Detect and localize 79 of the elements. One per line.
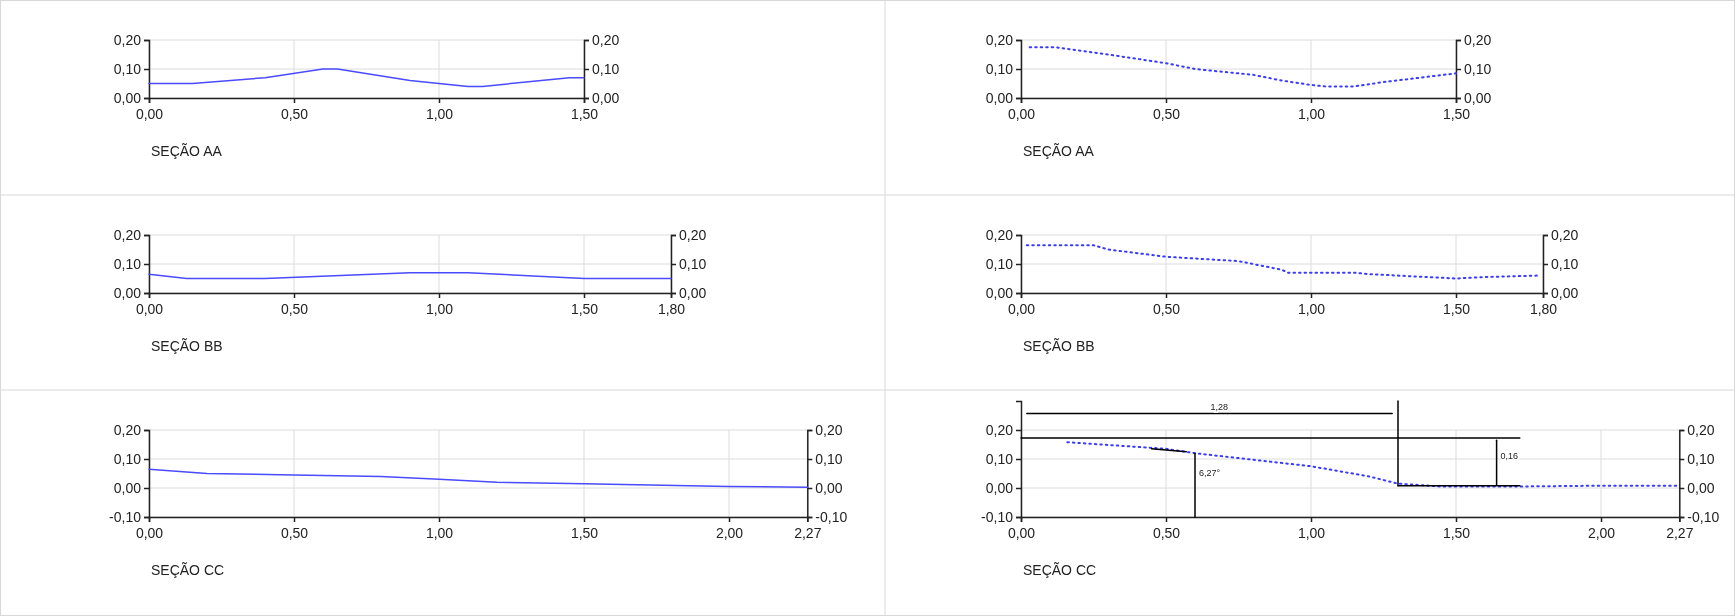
x-tick-label: 0,00 [135,105,164,122]
x-axis-title: SEÇÃO CC [151,562,225,578]
y-tick-label: 0,20 [113,226,142,243]
annotation: 6,27° [1199,468,1221,479]
x-tick-label: 0,50 [280,524,309,541]
x-tick-label: 1,50 [570,105,599,122]
x-tick-label: 0,00 [1007,105,1036,122]
annotation: 0,16 [1500,450,1519,461]
y-tick-label: -0,10 [981,508,1014,525]
x-tick-label: 2,00 [715,524,744,541]
x-tick-label: 1,50 [1442,524,1471,541]
y2-tick-label: 0,20 [1687,421,1715,438]
y-tick-label: 0,20 [113,31,142,48]
y-tick-label: 0,10 [985,60,1014,77]
y-tick-label: 0,10 [985,450,1014,467]
x-tick-label: 2,00 [1587,524,1616,541]
y-tick-label: 0,00 [113,479,142,496]
x-tick-label: 1,50 [570,524,599,541]
y-tick-label: 0,20 [985,31,1014,48]
y-tick-label: 0,10 [113,60,142,77]
y-tick-label: 0,20 [113,421,142,438]
y-tick-label: 0,00 [113,284,142,301]
y2-tick-label: 0,10 [1464,60,1492,77]
y2-tick-label: 0,20 [1464,31,1492,48]
y2-tick-label: 0,00 [1464,89,1492,106]
y2-tick-label: -0,10 [815,508,848,525]
x-tick-label: 0,50 [1152,105,1181,122]
y2-tick-label: -0,10 [1687,508,1720,525]
y-tick-label: 0,20 [985,226,1014,243]
y2-tick-label: 0,20 [592,31,620,48]
y-tick-label: 0,00 [985,284,1014,301]
y2-tick-label: 0,00 [1551,284,1579,301]
x-tick-label: 0,00 [135,300,164,317]
x-tick-label: 0,00 [1007,300,1036,317]
y-tick-label: 0,00 [985,479,1014,496]
y2-tick-label: 0,10 [1551,255,1579,272]
x-tick-label: 1,50 [1442,300,1471,317]
y2-tick-label: 0,20 [1551,226,1579,243]
y-tick-label: 0,20 [985,421,1014,438]
x-tick-label: 0,50 [1152,300,1181,317]
y-tick-label: 0,00 [985,89,1014,106]
x-axis-title: SEÇÃO BB [151,338,223,354]
x-axis-title: SEÇÃO AA [151,143,223,159]
y-tick-label: -0,10 [109,508,142,525]
annotation: 1,28 [1210,402,1229,413]
y-tick-label: 0,10 [985,255,1014,272]
x-tick-label: 1,50 [570,300,599,317]
y-tick-label: 0,10 [113,450,142,467]
y2-tick-label: 0,10 [592,60,620,77]
x-tick-label: 1,50 [1442,105,1471,122]
y2-tick-label: 0,00 [592,89,620,106]
x-tick-label: 1,00 [1297,105,1326,122]
y-tick-label: 0,00 [113,89,142,106]
x-tick-label: 1,00 [425,524,454,541]
x-tick-label: 0,50 [280,105,309,122]
x-tick-label: 0,50 [280,300,309,317]
y2-tick-label: 0,00 [1687,479,1715,496]
y2-tick-label: 0,10 [679,255,707,272]
y2-tick-label: 0,20 [815,421,843,438]
y2-tick-label: 0,00 [815,479,843,496]
x-axis-title: SEÇÃO AA [1023,143,1095,159]
x-axis-title: SEÇÃO CC [1023,562,1097,578]
x-tick-label: 1,80 [1529,300,1558,317]
x-tick-label: 0,00 [135,524,164,541]
y2-tick-label: 0,10 [815,450,843,467]
x-tick-label: 2,27 [1666,524,1694,541]
x-tick-label: 2,27 [794,524,822,541]
x-tick-label: 1,00 [1297,524,1326,541]
x-axis-title: SEÇÃO BB [1023,338,1095,354]
x-tick-label: 1,00 [425,105,454,122]
y-tick-label: 0,10 [113,255,142,272]
y2-tick-label: 0,10 [1687,450,1715,467]
x-tick-label: 1,00 [425,300,454,317]
y2-tick-label: 0,20 [679,226,707,243]
x-tick-label: 0,50 [1152,524,1181,541]
x-tick-label: 1,00 [1297,300,1326,317]
y2-tick-label: 0,00 [679,284,707,301]
x-tick-label: 1,80 [657,300,686,317]
x-tick-label: 0,00 [1007,524,1036,541]
